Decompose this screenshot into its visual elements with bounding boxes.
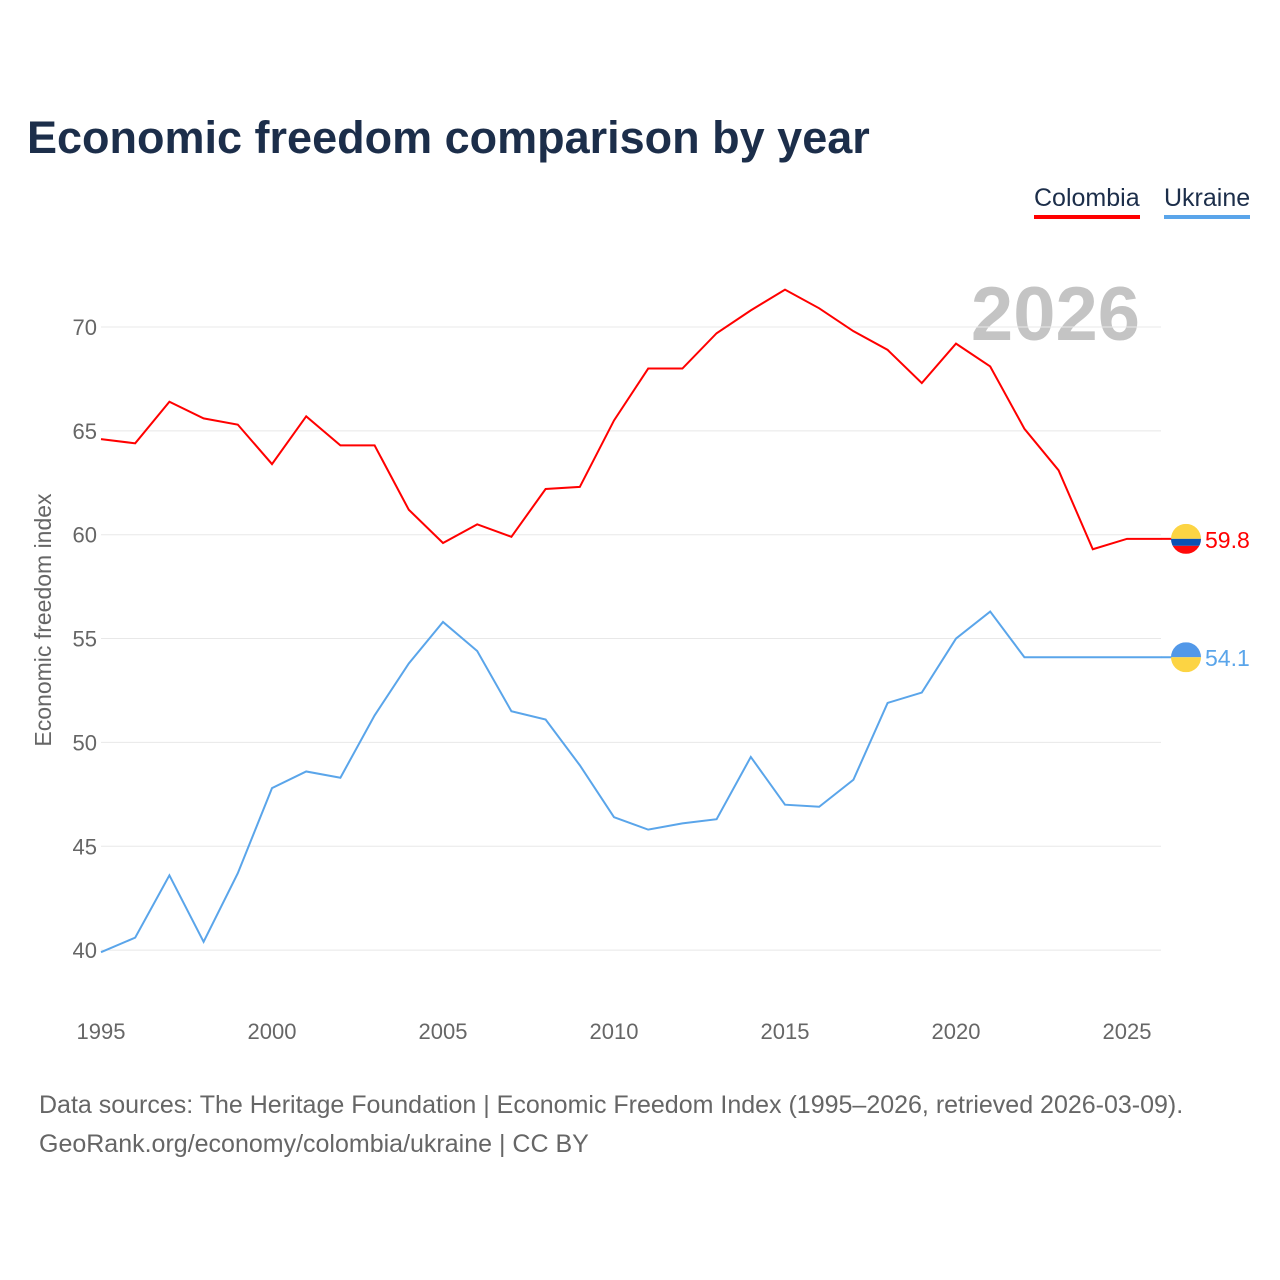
x-tick-label: 2010 [590, 1019, 639, 1044]
x-tick-label: 1995 [77, 1019, 126, 1044]
legend-ukraine[interactable]: Ukraine [1164, 184, 1251, 219]
y-tick-label: 70 [73, 315, 97, 340]
source-line-2: GeoRank.org/economy/colombia/ukraine | C… [39, 1130, 589, 1158]
y-tick-label: 50 [73, 730, 97, 755]
series-line-ukraine [100, 610, 1162, 954]
y-tick-label: 65 [73, 419, 97, 444]
watermark-year: 2026 [971, 272, 1140, 357]
x-tick-label: 2020 [932, 1019, 981, 1044]
y-tick-label: 60 [73, 523, 97, 548]
x-tick-label: 2015 [761, 1019, 810, 1044]
y-tick-label: 45 [73, 834, 97, 859]
colombia-flag-icon [1171, 523, 1201, 554]
y-tick-label: 55 [73, 627, 97, 652]
end-value-label: 59.8 [1205, 527, 1250, 553]
ukraine-flag-icon [1171, 642, 1201, 673]
y-tick-label: 40 [73, 938, 97, 963]
series-line-colombia [100, 288, 1162, 551]
source-line-1: Data sources: The Heritage Foundation | … [39, 1091, 1184, 1119]
y-axis-label: Economic freedom index [30, 493, 56, 747]
end-value-label: 54.1 [1205, 645, 1250, 671]
x-tick-label: 2000 [248, 1019, 297, 1044]
chart-title: Economic freedom comparison by year [27, 112, 870, 163]
x-tick-label: 2025 [1103, 1019, 1152, 1044]
x-tick-label: 2005 [419, 1019, 468, 1044]
source-note: Data sources: The Heritage Foundation | … [39, 1086, 1183, 1164]
legend-colombia[interactable]: Colombia [1034, 184, 1140, 219]
